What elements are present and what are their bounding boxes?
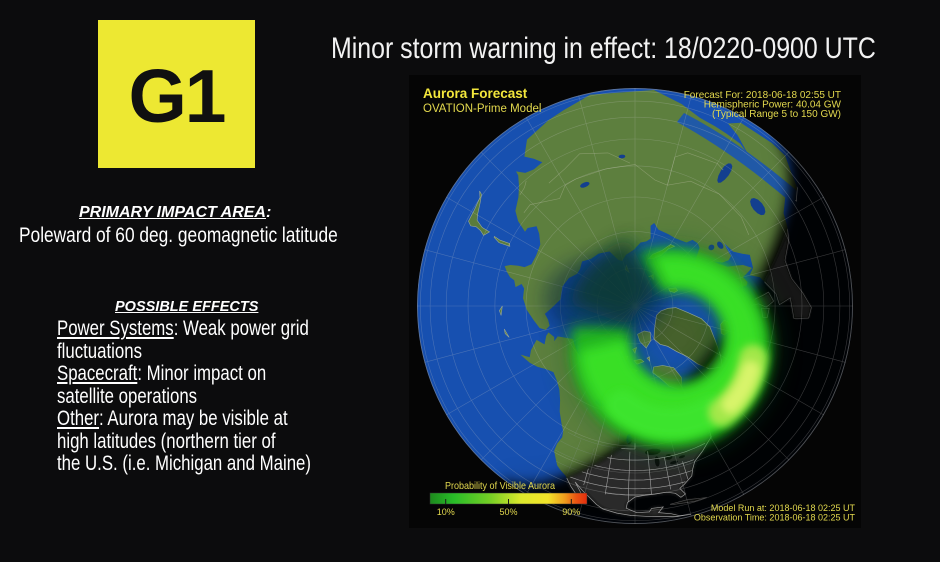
svg-text:Observation Time: 2018-06-18 0: Observation Time: 2018-06-18 02:25 UT	[694, 513, 856, 523]
svg-text:OVATION-Prime Model: OVATION-Prime Model	[423, 103, 541, 115]
svg-text:Forecast For: 2018-06-18 02:55: Forecast For: 2018-06-18 02:55 UT	[684, 90, 841, 101]
svg-text:Hemispheric Power: 40.04 GW: Hemispheric Power: 40.04 GW	[704, 100, 842, 111]
svg-text:50%: 50%	[499, 507, 517, 517]
svg-text:10%: 10%	[437, 507, 455, 517]
svg-text:Model Run at: 2018-06-18 02:25: Model Run at: 2018-06-18 02:25 UT	[711, 503, 856, 513]
svg-text:90%: 90%	[562, 507, 580, 517]
svg-text:(Typical Range 5 to 150 GW): (Typical Range 5 to 150 GW)	[712, 109, 841, 120]
svg-text:Probability of Visible Aurora: Probability of Visible Aurora	[445, 480, 555, 492]
svg-text:Aurora Forecast: Aurora Forecast	[423, 86, 528, 101]
